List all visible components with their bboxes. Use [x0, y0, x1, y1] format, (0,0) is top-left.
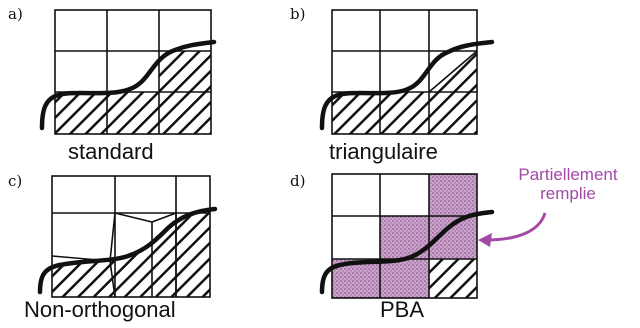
panel-a-grid	[54, 9, 212, 135]
panel-c-hatched-region	[52, 210, 210, 297]
panel-b-triangular	[319, 9, 495, 135]
annotation-line-2: remplie	[540, 184, 596, 203]
panel-d-caption: PBA	[380, 297, 425, 322]
panel-d-letter: d)	[290, 172, 306, 190]
panel-c-caption: Non-orthogonal	[24, 297, 176, 322]
panel-b-caption: triangulaire	[329, 139, 438, 164]
panel-a-letter: a)	[8, 5, 23, 23]
panel-a-hatched-cell	[159, 51, 211, 92]
panel-d-partial-cell	[380, 259, 429, 298]
panel-c-non-orthogonal	[37, 175, 218, 298]
panel-c-letter: c)	[8, 172, 23, 190]
panel-a-hatched-cell	[55, 92, 211, 134]
panel-b-interface-curve	[319, 39, 495, 131]
panel-d-hatched-cell	[429, 259, 477, 298]
annotation-line-1: Partiellement	[518, 165, 618, 184]
partial-fill-annotation: Partiellement remplie	[498, 165, 638, 203]
panel-d-partial-cell	[429, 174, 477, 216]
panel-d-interface-curve	[319, 209, 495, 295]
panel-a-interface-curve	[39, 39, 217, 131]
panel-a-standard	[39, 9, 217, 135]
panel-d-pba	[319, 173, 495, 299]
panel-c-interface-curve	[37, 206, 218, 295]
annotation-arrow	[485, 212, 547, 242]
panel-a-caption: standard	[68, 139, 154, 164]
annotation-arrowhead	[478, 233, 492, 247]
panel-b-letter: b)	[290, 5, 306, 23]
panel-b-hatched-cell	[332, 92, 477, 134]
